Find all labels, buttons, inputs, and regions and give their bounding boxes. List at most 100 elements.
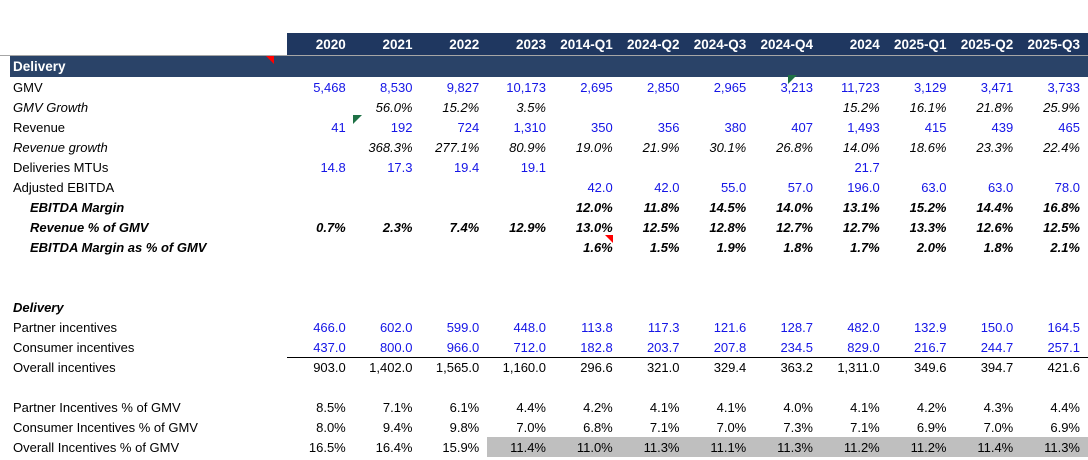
row-label-gmv[interactable]: GMV bbox=[13, 79, 43, 95]
cell-partner-incentives-2022[interactable]: 599.0 bbox=[446, 319, 480, 335]
cell-gmv-2014-q1[interactable]: 2,695 bbox=[580, 79, 613, 95]
row-label-revenue-of-gmv[interactable]: Revenue % of GMV bbox=[30, 219, 149, 235]
cell-deliveries-mtus-2025-q1[interactable] bbox=[888, 157, 955, 177]
cell-delivery-2022[interactable] bbox=[421, 297, 488, 317]
cell-deliveries-mtus-2024-q3[interactable] bbox=[688, 157, 755, 177]
cell-revenue-2021[interactable]: 192 bbox=[390, 119, 413, 135]
cell-adjusted-ebitda-2024-q2[interactable]: 42.0 bbox=[654, 179, 680, 195]
row-label-partner-incentives[interactable]: Partner incentives bbox=[13, 319, 118, 335]
cell-revenue-of-gmv-2014-q1[interactable]: 13.0% bbox=[575, 219, 613, 235]
cell-adjusted-ebitda-2024[interactable]: 196.0 bbox=[847, 179, 880, 195]
cell-ebitda-margin-as-of-gmv-2022[interactable] bbox=[421, 237, 488, 257]
column-header-2014-q1[interactable]: 2014-Q1 bbox=[554, 33, 621, 55]
cell-overall-incentives-2025-q2[interactable]: 394.7 bbox=[980, 359, 1014, 375]
cell-consumer-incentives-of-gmv-2024[interactable]: 7.1% bbox=[850, 419, 880, 435]
cell-revenue-2025-q1[interactable]: 415 bbox=[924, 119, 947, 135]
cell-consumer-incentives-2024-q4[interactable]: 234.5 bbox=[754, 337, 821, 358]
cell-overall-incentives-2025-q1[interactable]: 349.6 bbox=[913, 359, 947, 375]
cell-ebitda-margin-as-of-gmv-2024-q4[interactable]: 1.8% bbox=[783, 239, 813, 255]
cell-revenue-growth-2025-q2[interactable]: 23.3% bbox=[976, 139, 1014, 155]
cell-partner-incentives-of-gmv-2025-q2[interactable]: 4.3% bbox=[983, 399, 1014, 415]
cell-overall-incentives-of-gmv-2023[interactable]: 11.4% bbox=[487, 437, 554, 457]
cell-revenue-growth-2025-q1[interactable]: 18.6% bbox=[909, 139, 947, 155]
cell-partner-incentives-2020[interactable]: 466.0 bbox=[313, 319, 346, 335]
cell-revenue-growth-2023[interactable]: 80.9% bbox=[509, 139, 546, 155]
cell-adjusted-ebitda-2024-q4[interactable]: 57.0 bbox=[787, 179, 813, 195]
cell-delivery-2024-q4[interactable] bbox=[754, 297, 821, 317]
cell-consumer-incentives-2024-q3[interactable]: 207.8 bbox=[687, 337, 755, 358]
cell-partner-incentives-2024-q4[interactable]: 128.7 bbox=[780, 319, 813, 335]
cell-consumer-incentives-2014-q1[interactable]: 182.8 bbox=[554, 337, 621, 358]
cell-consumer-incentives-of-gmv-2014-q1[interactable]: 6.8% bbox=[583, 419, 613, 435]
cell-ebitda-margin-2025-q2[interactable]: 14.4% bbox=[976, 199, 1014, 215]
cell-consumer-incentives-of-gmv-2025-q3[interactable]: 6.9% bbox=[1050, 419, 1080, 435]
cell-gmv-2020[interactable]: 5,468 bbox=[313, 79, 346, 95]
cell-ebitda-margin-2021[interactable] bbox=[354, 197, 421, 217]
cell-revenue-of-gmv-2025-q3[interactable]: 12.5% bbox=[1043, 219, 1080, 235]
cell-deliveries-mtus-2024-q2[interactable] bbox=[621, 157, 688, 177]
cell-consumer-incentives-2022[interactable]: 966.0 bbox=[420, 337, 488, 358]
cell-adjusted-ebitda-2025-q3[interactable]: 78.0 bbox=[1054, 179, 1080, 195]
cell-revenue-growth-2025-q3[interactable]: 22.4% bbox=[1043, 139, 1080, 155]
cell-ebitda-margin-2020[interactable] bbox=[287, 197, 354, 217]
cell-revenue-growth-2024-q4[interactable]: 26.8% bbox=[776, 139, 813, 155]
cell-overall-incentives-of-gmv-2024[interactable]: 11.2% bbox=[821, 437, 888, 457]
row-label-overall-incentives[interactable]: Overall incentives bbox=[13, 359, 116, 375]
cell-revenue-2024-q4[interactable]: 407 bbox=[791, 119, 813, 135]
cell-ebitda-margin-as-of-gmv-2025-q1[interactable]: 2.0% bbox=[916, 239, 947, 255]
cell-overall-incentives-of-gmv-2025-q3[interactable]: 11.3% bbox=[1021, 437, 1088, 457]
cell-consumer-incentives-of-gmv-2025-q2[interactable]: 7.0% bbox=[983, 419, 1014, 435]
cell-delivery-2024-q2[interactable] bbox=[621, 297, 688, 317]
cell-ebitda-margin-2024-q3[interactable]: 14.5% bbox=[709, 199, 747, 215]
cell-partner-incentives-of-gmv-2024-q3[interactable]: 4.1% bbox=[716, 399, 747, 415]
cell-revenue-of-gmv-2025-q2[interactable]: 12.6% bbox=[976, 219, 1014, 235]
column-header-2020[interactable]: 2020 bbox=[287, 33, 354, 55]
cell-deliveries-mtus-2021[interactable]: 17.3 bbox=[387, 159, 413, 175]
cell-revenue-of-gmv-2024-q4[interactable]: 12.7% bbox=[776, 219, 813, 235]
cell-revenue-2014-q1[interactable]: 350 bbox=[591, 119, 613, 135]
cell-revenue-of-gmv-2023[interactable]: 12.9% bbox=[509, 219, 546, 235]
cell-overall-incentives-2014-q1[interactable]: 296.6 bbox=[580, 359, 613, 375]
cell-partner-incentives-of-gmv-2024-q2[interactable]: 4.1% bbox=[649, 399, 680, 415]
cell-adjusted-ebitda-2022[interactable] bbox=[421, 177, 488, 197]
cell-consumer-incentives-of-gmv-2024-q2[interactable]: 7.1% bbox=[649, 419, 680, 435]
cell-revenue-of-gmv-2021[interactable]: 2.3% bbox=[382, 219, 413, 235]
cell-ebitda-margin-as-of-gmv-2023[interactable] bbox=[487, 237, 554, 257]
cell-delivery-2020[interactable] bbox=[287, 297, 354, 317]
cell-revenue-2020[interactable]: 41 bbox=[331, 119, 346, 135]
cell-revenue-2024-q3[interactable]: 380 bbox=[724, 119, 747, 135]
cell-revenue-of-gmv-2022[interactable]: 7.4% bbox=[449, 219, 480, 235]
cell-overall-incentives-of-gmv-2024-q2[interactable]: 11.3% bbox=[620, 437, 688, 457]
cell-overall-incentives-of-gmv-2014-q1[interactable]: 11.0% bbox=[554, 437, 621, 457]
cell-adjusted-ebitda-2014-q1[interactable]: 42.0 bbox=[587, 179, 613, 195]
cell-gmv-growth-2020[interactable] bbox=[287, 97, 354, 117]
cell-adjusted-ebitda-2021[interactable] bbox=[354, 177, 421, 197]
cell-gmv-2023[interactable]: 10,173 bbox=[506, 79, 546, 95]
row-label-overall-incentives-of-gmv[interactable]: Overall Incentives % of GMV bbox=[13, 439, 180, 455]
cell-revenue-growth-2014-q1[interactable]: 19.0% bbox=[575, 139, 613, 155]
cell-delivery-2024-q3[interactable] bbox=[688, 297, 755, 317]
cell-consumer-incentives-2024[interactable]: 829.0 bbox=[821, 337, 888, 358]
cell-revenue-growth-2022[interactable]: 277.1% bbox=[435, 139, 480, 155]
section-header-delivery[interactable]: Delivery bbox=[10, 56, 1088, 77]
column-header-2024-q3[interactable]: 2024-Q3 bbox=[687, 33, 755, 55]
cell-gmv-growth-2025-q2[interactable]: 21.8% bbox=[976, 99, 1014, 115]
cell-ebitda-margin-as-of-gmv-2024[interactable]: 1.7% bbox=[850, 239, 880, 255]
row-label-adjusted-ebitda[interactable]: Adjusted EBITDA bbox=[13, 179, 115, 195]
cell-partner-incentives-2014-q1[interactable]: 113.8 bbox=[581, 319, 613, 335]
cell-gmv-2022[interactable]: 9,827 bbox=[446, 79, 480, 95]
cell-delivery-2014-q1[interactable] bbox=[554, 297, 621, 317]
cell-adjusted-ebitda-2020[interactable] bbox=[287, 177, 354, 197]
cell-gmv-growth-2025-q1[interactable]: 16.1% bbox=[909, 99, 947, 115]
cell-partner-incentives-2025-q1[interactable]: 132.9 bbox=[913, 319, 947, 335]
cell-consumer-incentives-of-gmv-2024-q3[interactable]: 7.0% bbox=[716, 419, 747, 435]
cell-adjusted-ebitda-2025-q1[interactable]: 63.0 bbox=[921, 179, 947, 195]
cell-deliveries-mtus-2020[interactable]: 14.8 bbox=[320, 159, 346, 175]
cell-revenue-growth-2021[interactable]: 368.3% bbox=[368, 139, 413, 155]
cell-deliveries-mtus-2024[interactable]: 21.7 bbox=[854, 159, 880, 175]
cell-partner-incentives-of-gmv-2022[interactable]: 6.1% bbox=[449, 399, 480, 415]
cell-gmv-growth-2023[interactable]: 3.5% bbox=[516, 99, 546, 115]
cell-partner-incentives-2023[interactable]: 448.0 bbox=[513, 319, 546, 335]
column-header-2024[interactable]: 2024 bbox=[821, 33, 888, 55]
row-label-deliveries-mtus[interactable]: Deliveries MTUs bbox=[13, 159, 109, 175]
